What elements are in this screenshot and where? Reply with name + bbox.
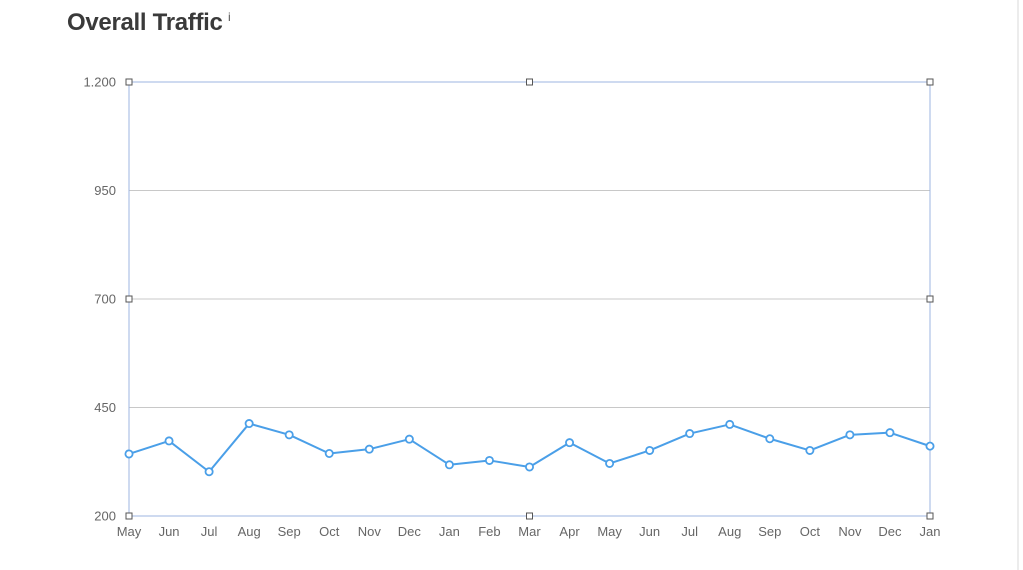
resize-handle[interactable] — [125, 78, 133, 86]
series-layer — [124, 419, 935, 477]
data-point[interactable] — [605, 458, 615, 468]
resize-handle[interactable] — [926, 295, 934, 303]
scrollbar-edge — [1017, 0, 1019, 570]
info-icon[interactable]: i — [228, 10, 231, 24]
y-tick-label: 1.200 — [83, 75, 116, 90]
x-tick-label: Jan — [920, 524, 941, 539]
data-point[interactable] — [645, 445, 655, 455]
y-tick-label: 450 — [94, 400, 116, 415]
x-tick-label: Aug — [718, 524, 741, 539]
data-point[interactable] — [444, 460, 454, 470]
x-tick-label: Jun — [639, 524, 660, 539]
x-tick-label: Sep — [278, 524, 301, 539]
x-tick-label: May — [597, 524, 622, 539]
data-point[interactable] — [284, 430, 294, 440]
resize-handle[interactable] — [125, 512, 133, 520]
data-point[interactable] — [725, 419, 735, 429]
data-point[interactable] — [845, 430, 855, 440]
x-tick-label: Jan — [439, 524, 460, 539]
x-tick-label: Jul — [201, 524, 218, 539]
data-point[interactable] — [565, 438, 575, 448]
data-point[interactable] — [685, 429, 695, 439]
data-point[interactable] — [324, 449, 334, 459]
x-tick-label: Feb — [478, 524, 500, 539]
resize-handle[interactable] — [526, 78, 533, 86]
resize-handle[interactable] — [926, 512, 934, 520]
x-tick-label: Oct — [800, 524, 821, 539]
x-tick-label: Jul — [681, 524, 698, 539]
data-point[interactable] — [204, 467, 214, 477]
resize-handle[interactable] — [125, 295, 133, 303]
x-tick-label: Dec — [878, 524, 902, 539]
x-tick-label: Jun — [159, 524, 180, 539]
x-tick-label: Apr — [559, 524, 580, 539]
y-tick-label: 950 — [94, 183, 116, 198]
data-point[interactable] — [765, 434, 775, 444]
y-tick-label: 200 — [94, 509, 116, 524]
x-tick-label: May — [117, 524, 142, 539]
x-tick-label: Nov — [358, 524, 382, 539]
data-point[interactable] — [404, 434, 414, 444]
data-point[interactable] — [925, 441, 935, 451]
y-tick-label: 700 — [94, 292, 116, 307]
x-axis-ticks: May Jun Jul Aug Sep Oct Nov Dec Jan Feb Mar Apr May J… — [117, 524, 941, 539]
selection-handles — [125, 78, 934, 520]
data-point[interactable] — [164, 436, 174, 446]
y-axis-ticks: 200 450 700 950 1.200 — [83, 75, 116, 524]
chart-title: Overall Traffic — [67, 9, 223, 36]
x-tick-label: Aug — [238, 524, 261, 539]
data-point[interactable] — [885, 428, 895, 438]
x-tick-label: Sep — [758, 524, 781, 539]
data-point[interactable] — [364, 444, 374, 454]
resize-handle[interactable] — [526, 512, 533, 520]
data-point[interactable] — [124, 449, 134, 459]
x-tick-label: Dec — [398, 524, 422, 539]
data-point[interactable] — [244, 419, 254, 429]
resize-handle[interactable] — [926, 78, 934, 86]
x-tick-label: Oct — [319, 524, 340, 539]
x-tick-label: Nov — [838, 524, 862, 539]
data-point[interactable] — [525, 462, 535, 472]
x-tick-label: Mar — [518, 524, 541, 539]
data-point[interactable] — [805, 445, 815, 455]
data-point[interactable] — [484, 455, 494, 465]
